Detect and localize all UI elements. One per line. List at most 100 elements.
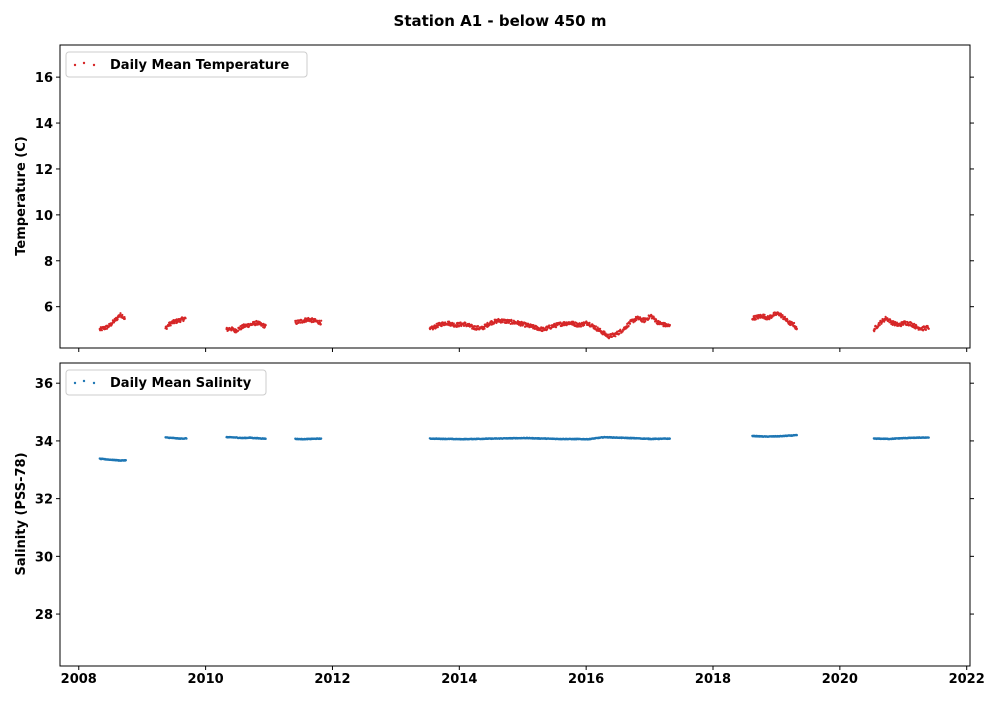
chart-title: Station A1 - below 450 m xyxy=(394,12,607,30)
data-point xyxy=(119,312,122,315)
data-point xyxy=(236,329,240,332)
data-point xyxy=(783,315,787,318)
data-point xyxy=(255,319,258,323)
data-point xyxy=(264,324,267,327)
data-point xyxy=(522,323,525,326)
salinity-y-ticks: 28 30 32 34 36 xyxy=(35,377,974,623)
data-point xyxy=(644,320,647,323)
y-tick-label: 8 xyxy=(44,255,53,270)
data-point xyxy=(627,324,630,328)
temperature-y-ticks: 6 8 10 12 14 16 xyxy=(35,71,974,316)
data-point xyxy=(121,313,124,317)
data-point xyxy=(756,317,760,320)
temperature-points xyxy=(98,311,930,340)
y-tick-label: 28 xyxy=(35,608,53,623)
data-point xyxy=(556,324,559,327)
data-point xyxy=(594,325,598,328)
legend-marker xyxy=(73,381,77,385)
temperature-legend: Daily Mean Temperature xyxy=(65,51,308,78)
x-tick-label: 2020 xyxy=(822,672,858,687)
legend-marker xyxy=(92,381,96,385)
legend-marker xyxy=(73,63,77,67)
data-point xyxy=(603,330,606,333)
data-point xyxy=(185,437,188,440)
data-point xyxy=(579,325,583,328)
data-point xyxy=(452,322,455,325)
y-tick-label: 30 xyxy=(35,550,53,565)
data-point xyxy=(636,315,640,318)
data-point xyxy=(462,324,466,327)
y-tick-label: 36 xyxy=(35,377,53,392)
data-point xyxy=(546,328,549,331)
temperature-x-ticks xyxy=(78,348,968,352)
data-point xyxy=(184,317,187,320)
data-point xyxy=(599,327,602,330)
salinity-x-ticks: 2008 2010 2012 2014 2016 2018 2020 2022 xyxy=(61,666,985,687)
y-tick-label: 14 xyxy=(35,117,53,132)
data-point xyxy=(779,312,783,315)
data-point xyxy=(610,335,614,338)
y-tick-label: 6 xyxy=(44,301,53,316)
y-tick-label: 32 xyxy=(35,493,53,508)
data-point xyxy=(548,324,551,327)
data-point xyxy=(510,319,513,323)
data-point xyxy=(913,322,916,325)
salinity-points xyxy=(98,433,930,462)
data-point xyxy=(123,316,126,319)
y-tick-label: 10 xyxy=(35,209,53,224)
legend-label-salinity: Daily Mean Salinity xyxy=(110,376,252,391)
salinity-legend: Daily Mean Salinity xyxy=(65,369,267,396)
data-point xyxy=(655,318,658,321)
data-point xyxy=(179,319,182,322)
data-point xyxy=(253,320,256,323)
data-point xyxy=(668,437,672,440)
data-point xyxy=(263,325,267,328)
x-tick-label: 2016 xyxy=(568,672,604,687)
data-point xyxy=(621,330,624,333)
legend-label-temperature: Daily Mean Temperature xyxy=(110,58,289,73)
data-point xyxy=(895,321,899,324)
data-point xyxy=(524,325,527,328)
data-point xyxy=(583,323,586,327)
data-point xyxy=(572,320,575,323)
data-point xyxy=(635,319,638,322)
x-tick-label: 2014 xyxy=(441,672,477,687)
data-point xyxy=(124,459,127,462)
data-point xyxy=(883,320,886,323)
data-point xyxy=(628,322,632,325)
data-point xyxy=(596,326,599,329)
legend-marker xyxy=(82,61,86,65)
data-point xyxy=(892,320,895,323)
legend-box xyxy=(65,369,267,396)
data-point xyxy=(165,327,168,330)
x-tick-label: 2008 xyxy=(61,672,97,687)
data-point xyxy=(668,323,672,327)
data-point xyxy=(878,324,881,327)
salinity-plot-area xyxy=(59,362,971,667)
salinity-panel: Salinity (PSS-78) 28 30 32 34 36 2008 2010 201… xyxy=(14,362,985,687)
data-point xyxy=(320,319,323,322)
data-point xyxy=(464,321,467,324)
data-point xyxy=(793,321,796,325)
x-tick-label: 2018 xyxy=(695,672,731,687)
data-point xyxy=(320,437,323,440)
data-point xyxy=(486,321,489,324)
data-point xyxy=(436,326,439,329)
legend-marker xyxy=(82,379,86,383)
data-point xyxy=(786,318,789,321)
data-point xyxy=(795,434,799,437)
legend-marker xyxy=(92,63,96,67)
data-point xyxy=(754,318,758,321)
data-point xyxy=(904,320,907,323)
data-point xyxy=(440,324,443,328)
data-point xyxy=(483,327,486,330)
data-point xyxy=(873,328,877,331)
data-point xyxy=(319,323,322,326)
data-point xyxy=(169,324,172,327)
data-point xyxy=(927,327,930,330)
temperature-panel: Temperature (C) 6 8 10 12 14 16 Daily Mean Te… xyxy=(14,44,974,352)
salinity-axis-label: Salinity (PSS-78) xyxy=(14,452,29,575)
data-point xyxy=(618,332,621,335)
